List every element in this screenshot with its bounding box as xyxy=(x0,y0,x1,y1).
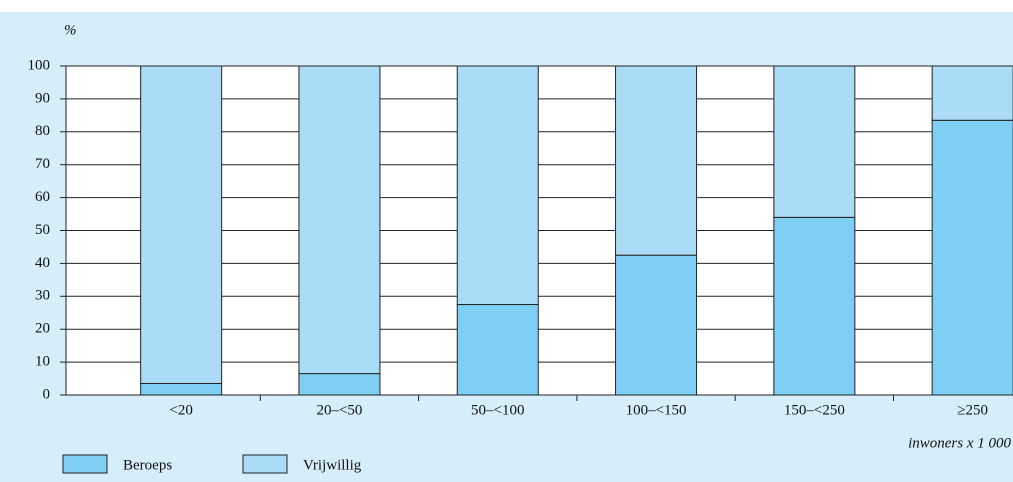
bar-segment xyxy=(773,216,856,396)
x-tick-label: 150–<250 xyxy=(784,402,845,418)
bar-segment xyxy=(931,65,1013,121)
legend-label: Vrijwillig xyxy=(303,457,362,473)
y-tick-label: 20 xyxy=(35,321,50,337)
bar-segment xyxy=(931,119,1013,396)
legend-swatch xyxy=(242,454,288,474)
legend-swatch xyxy=(62,454,108,474)
x-axis-label: inwoners x 1 000 xyxy=(908,435,1011,451)
y-tick-label: 70 xyxy=(35,156,50,172)
y-tick-label: 40 xyxy=(35,255,50,271)
bar-segment xyxy=(615,65,698,256)
bar-segment xyxy=(773,65,856,218)
bar-segment xyxy=(456,65,539,306)
y-tick-label: 80 xyxy=(35,123,50,139)
x-tick-label: ≥250 xyxy=(957,402,988,418)
y-tick-label: 50 xyxy=(35,222,50,238)
y-tick-label: 60 xyxy=(35,189,50,205)
y-tick-label: 90 xyxy=(35,90,50,106)
x-tick-label: 100–<150 xyxy=(626,402,687,418)
x-tick-label: 50–<100 xyxy=(471,402,524,418)
bar-segment xyxy=(140,65,223,384)
bar-segment xyxy=(140,382,223,396)
bar-segment xyxy=(298,373,381,396)
y-axis-label: % xyxy=(64,22,77,38)
y-tick-label: 0 xyxy=(43,386,51,402)
legend-label: Beroeps xyxy=(123,457,172,473)
x-tick-label: 20–<50 xyxy=(316,402,362,418)
bar-segment xyxy=(615,254,698,396)
bar-segment xyxy=(298,65,381,375)
x-tick-label: <20 xyxy=(169,402,192,418)
y-tick-label: 10 xyxy=(35,354,50,370)
y-tick-label: 30 xyxy=(35,288,50,304)
bar-segment xyxy=(456,304,539,396)
y-tick-label: 100 xyxy=(28,57,51,73)
